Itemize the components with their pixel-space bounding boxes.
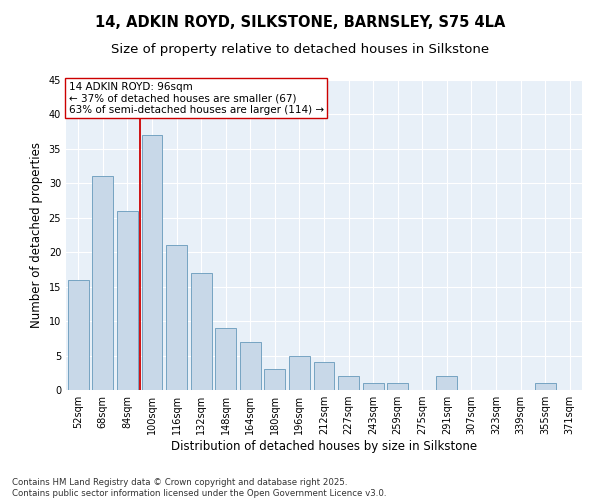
Text: Contains HM Land Registry data © Crown copyright and database right 2025.
Contai: Contains HM Land Registry data © Crown c… (12, 478, 386, 498)
Bar (92, 176, 113, 390)
Bar (314, 362, 334, 390)
Text: 14, ADKIN ROYD, SILKSTONE, BARNSLEY, S75 4LA: 14, ADKIN ROYD, SILKSTONE, BARNSLEY, S75… (95, 15, 505, 30)
Bar (289, 356, 310, 390)
Bar (362, 383, 383, 390)
X-axis label: Distribution of detached houses by size in Silkstone: Distribution of detached houses by size … (171, 440, 477, 453)
Bar (535, 383, 556, 390)
Bar (240, 342, 261, 390)
Bar (215, 328, 236, 390)
Bar (68, 280, 89, 390)
Bar (191, 273, 212, 390)
Text: 14 ADKIN ROYD: 96sqm
← 37% of detached houses are smaller (67)
63% of semi-detac: 14 ADKIN ROYD: 96sqm ← 37% of detached h… (68, 82, 324, 115)
Bar (338, 376, 359, 390)
Y-axis label: Number of detached properties: Number of detached properties (30, 142, 43, 328)
Bar (117, 211, 138, 390)
Bar (387, 383, 408, 390)
Bar (166, 246, 187, 390)
Bar (436, 376, 457, 390)
Bar (265, 370, 286, 390)
Bar (142, 135, 163, 390)
Text: Size of property relative to detached houses in Silkstone: Size of property relative to detached ho… (111, 42, 489, 56)
